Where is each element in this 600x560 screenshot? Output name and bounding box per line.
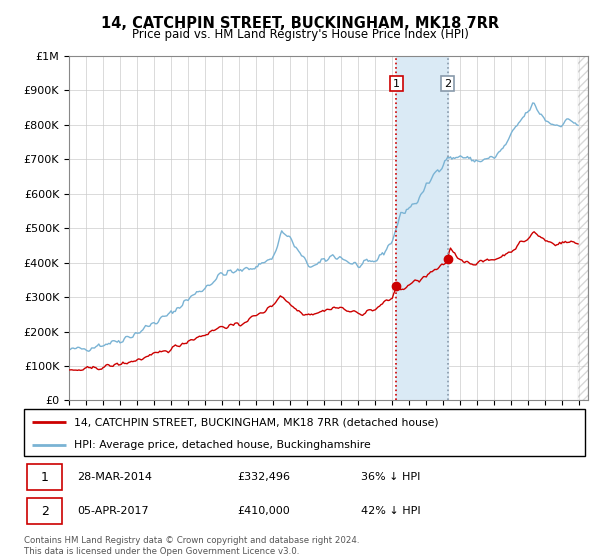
Text: 05-APR-2017: 05-APR-2017: [77, 506, 149, 516]
Text: 36% ↓ HPI: 36% ↓ HPI: [361, 472, 420, 482]
Bar: [27, 464, 62, 490]
Text: 42% ↓ HPI: 42% ↓ HPI: [361, 506, 420, 516]
Bar: [397, 56, 448, 400]
Text: HPI: Average price, detached house, Buckinghamshire: HPI: Average price, detached house, Buck…: [74, 440, 371, 450]
Text: £410,000: £410,000: [237, 506, 290, 516]
Text: 2: 2: [41, 505, 49, 518]
Text: £332,496: £332,496: [237, 472, 290, 482]
Text: 1: 1: [41, 470, 49, 483]
Text: 2: 2: [444, 78, 451, 88]
Text: 14, CATCHPIN STREET, BUCKINGHAM, MK18 7RR (detached house): 14, CATCHPIN STREET, BUCKINGHAM, MK18 7R…: [74, 417, 439, 427]
Text: 28-MAR-2014: 28-MAR-2014: [77, 472, 152, 482]
Bar: [578, 56, 588, 400]
Text: 1: 1: [393, 78, 400, 88]
Bar: [27, 498, 62, 524]
Text: 14, CATCHPIN STREET, BUCKINGHAM, MK18 7RR: 14, CATCHPIN STREET, BUCKINGHAM, MK18 7R…: [101, 16, 499, 31]
Text: Price paid vs. HM Land Registry's House Price Index (HPI): Price paid vs. HM Land Registry's House …: [131, 28, 469, 41]
Text: Contains HM Land Registry data © Crown copyright and database right 2024.
This d: Contains HM Land Registry data © Crown c…: [24, 536, 359, 556]
